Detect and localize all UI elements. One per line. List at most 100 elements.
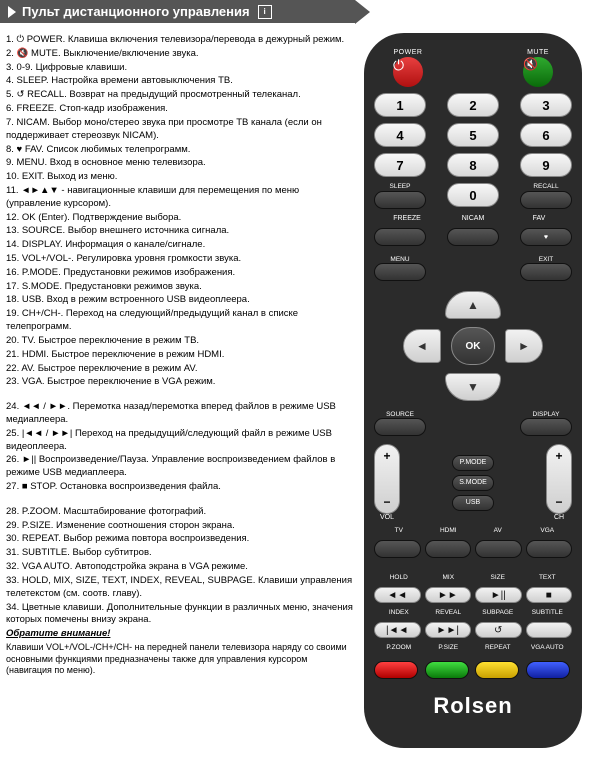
list-item: 16. P.MODE. Предустановки режимов изобра… xyxy=(6,267,354,280)
sleep-button[interactable] xyxy=(374,191,426,209)
nav-up-button[interactable]: ▲ xyxy=(445,291,501,319)
num-9-button[interactable]: 9 xyxy=(520,153,572,177)
fav-button[interactable]: ♥ xyxy=(520,228,572,246)
list-item: 5. ↺ RECALL. Возврат на предыдущий просм… xyxy=(6,89,354,102)
pmode-button[interactable]: P.MODE xyxy=(452,455,494,471)
mute-button[interactable]: 🔇 xyxy=(523,57,553,87)
display-label: DISPLAY xyxy=(533,411,560,418)
mute-label: MUTE xyxy=(523,49,553,56)
av-button[interactable] xyxy=(475,540,522,558)
stop-button[interactable]: ■ xyxy=(526,587,573,603)
display-button[interactable] xyxy=(520,418,572,436)
hdmi-button[interactable] xyxy=(425,540,472,558)
smode-button[interactable]: S.MODE xyxy=(452,475,494,491)
list-item: 18. USB. Вход в режим встроенного USB ви… xyxy=(6,294,354,307)
list-item: 31. SUBTITLE. Выбор субтитров. xyxy=(6,547,354,560)
fforward-button[interactable]: ►► xyxy=(425,587,472,603)
prev-button[interactable]: |◄◄ xyxy=(374,622,421,638)
playpause-button[interactable]: ►|| xyxy=(475,587,522,603)
num-3-button[interactable]: 3 xyxy=(520,93,572,117)
list-item: 21. HDMI. Быстрое переключение в режим H… xyxy=(6,349,354,362)
list-item: 13. SOURCE. Выбор внешнего источника сиг… xyxy=(6,225,354,238)
yellow-button[interactable] xyxy=(475,661,519,679)
freeze-button[interactable] xyxy=(374,228,426,246)
feature-list-2: 24. ◄◄ / ►►. Перемотка назад/перемотка в… xyxy=(6,401,354,494)
header-info-icon: i xyxy=(258,5,272,19)
feature-list-3: 28. P.ZOOM. Масштабирование фотографий.2… xyxy=(6,506,354,627)
red-button[interactable] xyxy=(374,661,418,679)
list-item: 2. 🔇 MUTE. Выключение/включение звука. xyxy=(6,48,354,61)
list-item: 24. ◄◄ / ►►. Перемотка назад/перемотка в… xyxy=(6,401,354,427)
nav-right-button[interactable]: ► xyxy=(505,329,543,363)
list-item: 30. REPEAT. Выбор режима повтора воспрои… xyxy=(6,533,354,546)
header-arrow-icon xyxy=(8,6,16,18)
list-item: 10. EXIT. Выход из меню. xyxy=(6,171,354,184)
list-item: 17. S.MODE. Предустановки режимов звука. xyxy=(6,281,354,294)
page-header: Пульт дистанционного управления i xyxy=(0,0,355,23)
menu-button[interactable] xyxy=(374,263,426,281)
page-title: Пульт дистанционного управления xyxy=(22,4,250,19)
list-item: 27. ■ STOP. Остановка воспроизведения фа… xyxy=(6,481,354,494)
nav-down-button[interactable]: ▼ xyxy=(445,373,501,401)
nav-left-button[interactable]: ◄ xyxy=(403,329,441,363)
list-item: 9. MENU. Вход в основное меню телевизора… xyxy=(6,157,354,170)
blue-button[interactable] xyxy=(526,661,570,679)
freeze-label: FREEZE xyxy=(374,215,440,222)
brand-logo: Rolsen xyxy=(433,693,512,719)
recall-button[interactable] xyxy=(520,191,572,209)
recall-label: RECALL xyxy=(533,183,558,190)
list-item: 22. AV. Быстрое переключение в режим AV. xyxy=(6,363,354,376)
num-6-button[interactable]: 6 xyxy=(520,123,572,147)
source-label: SOURCE xyxy=(386,411,414,418)
num-5-button[interactable]: 5 xyxy=(447,123,499,147)
repeat-button[interactable]: ↺ xyxy=(475,622,522,638)
list-item: 23. VGA. Быстрое переключение в VGA режи… xyxy=(6,376,354,389)
power-label: POWER xyxy=(393,49,423,56)
list-item: 6. FREEZE. Стоп-кадр изображения. xyxy=(6,103,354,116)
list-item: 32. VGA AUTO. Автоподстройка экрана в VG… xyxy=(6,561,354,574)
next-button[interactable]: ►►| xyxy=(425,622,472,638)
feature-list: 1. ⏻ POWER. Клавиша включения телевизора… xyxy=(6,34,354,389)
source-labels: TV HDMI AV VGA xyxy=(374,527,572,534)
fav-label: FAV xyxy=(506,215,572,222)
list-item: 12. OK (Enter). Подтверждение выбора. xyxy=(6,212,354,225)
vga-button[interactable] xyxy=(526,540,573,558)
num-2-button[interactable]: 2 xyxy=(447,93,499,117)
ok-button[interactable]: OK xyxy=(451,327,495,365)
list-item: 25. |◄◄ / ►►| Переход на предыдущий/след… xyxy=(6,428,354,454)
num-7-button[interactable]: 7 xyxy=(374,153,426,177)
list-item: 19. CH+/CH-. Переход на следующий/предыд… xyxy=(6,308,354,334)
list-item: 20. TV. Быстрое переключение в режим ТВ. xyxy=(6,335,354,348)
usb-button[interactable]: USB xyxy=(452,495,494,511)
list-item: 3. 0-9. Цифровые клавиши. xyxy=(6,62,354,75)
teletext-labels-2: INDEXREVEALSUBPAGESUBTITLE xyxy=(374,609,572,616)
sleep-label: SLEEP xyxy=(390,183,411,190)
num-8-button[interactable]: 8 xyxy=(447,153,499,177)
channel-rocker[interactable]: +− xyxy=(546,444,572,514)
vol-label: VOL xyxy=(374,514,400,521)
list-item: 33. HOLD, MIX, SIZE, TEXT, INDEX, REVEAL… xyxy=(6,575,354,601)
exit-button[interactable] xyxy=(520,263,572,281)
nav-pad: ▲ ▼ ◄ ► OK xyxy=(403,291,543,401)
num-4-button[interactable]: 4 xyxy=(374,123,426,147)
list-item: 29. P.SIZE. Изменение соотношения сторон… xyxy=(6,520,354,533)
blank-button[interactable] xyxy=(526,622,573,638)
exit-label: EXIT xyxy=(539,256,553,263)
power-button[interactable]: ⏻ xyxy=(393,57,423,87)
list-item: 15. VOL+/VOL-. Регулировка уровня громко… xyxy=(6,253,354,266)
teletext-labels-1: HOLDMIXSIZETEXT xyxy=(374,574,572,581)
num-1-button[interactable]: 1 xyxy=(374,93,426,117)
tv-button[interactable] xyxy=(374,540,421,558)
list-item: 26. ►|| Воспроизведение/Пауза. Управлени… xyxy=(6,454,354,480)
volume-rocker[interactable]: +− xyxy=(374,444,400,514)
nicam-button[interactable] xyxy=(447,228,499,246)
source-button[interactable] xyxy=(374,418,426,436)
rewind-button[interactable]: ◄◄ xyxy=(374,587,421,603)
list-item: 1. ⏻ POWER. Клавиша включения телевизора… xyxy=(6,34,354,47)
pzoom-labels: P.ZOOMP.SIZEREPEATVGA AUTO xyxy=(374,644,572,651)
note-title: Обратите внимание! xyxy=(6,628,354,641)
num-0-button[interactable]: 0 xyxy=(447,183,499,207)
ch-label: CH xyxy=(546,514,572,521)
list-item: 4. SLEEP. Настройка времени автовыключен… xyxy=(6,75,354,88)
green-button[interactable] xyxy=(425,661,469,679)
